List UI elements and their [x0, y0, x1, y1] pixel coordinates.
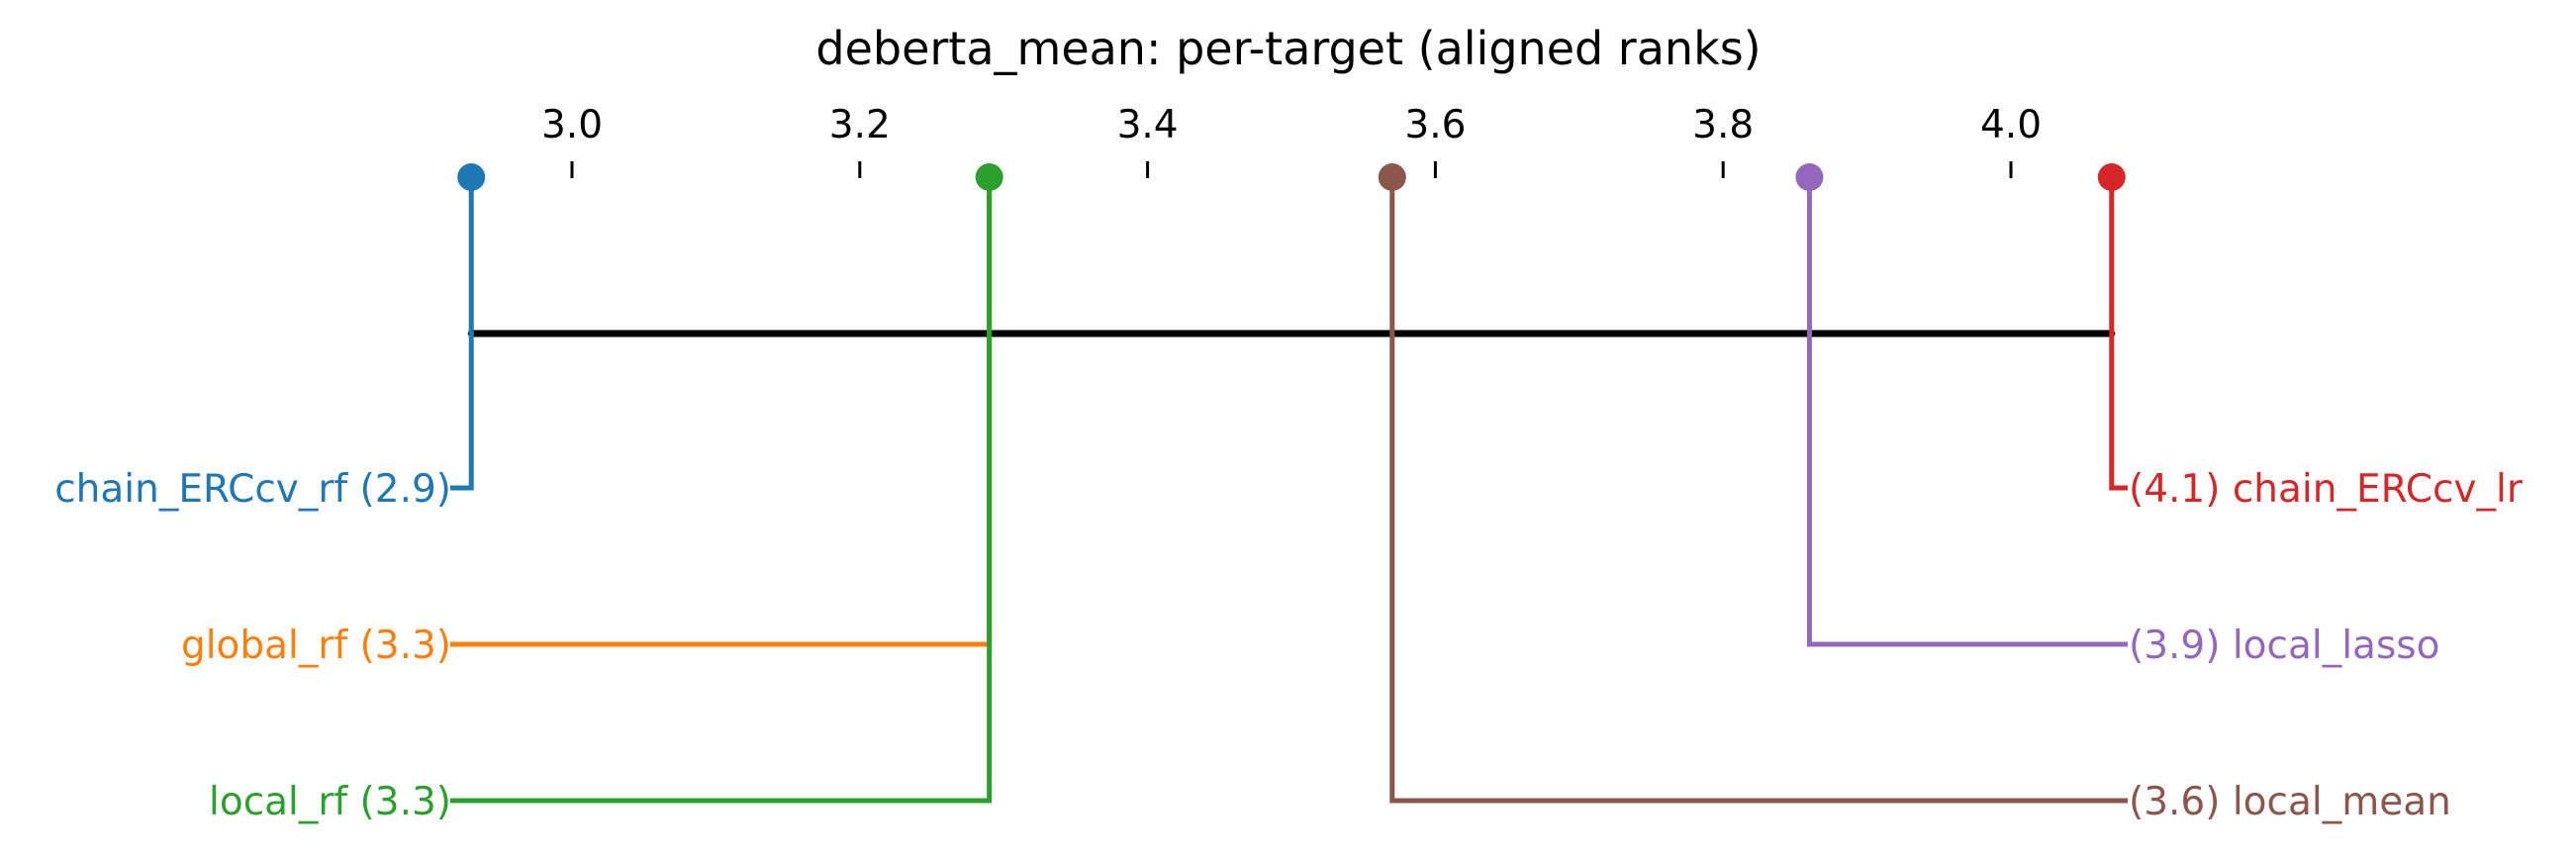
- method-label-chain-ERCcv-lr: (4.1) chain_ERCcv_lr: [2129, 467, 2524, 512]
- connector-local-rf: [450, 177, 993, 804]
- method-label-global-rf: global_rf (3.3): [181, 623, 451, 668]
- connector-local-mean: [1389, 177, 2128, 804]
- method-label-chain-ERCcv-rf: chain_ERCcv_rf (2.9): [54, 467, 451, 512]
- axis-ticks: 3.0 3.2 3.4 3.6 3.8 4.0: [541, 103, 2042, 178]
- connector-global-rf: [450, 177, 993, 647]
- tick-label: 3.0: [541, 103, 603, 147]
- tick-label: 3.6: [1404, 103, 1466, 147]
- tick-label: 3.8: [1692, 103, 1754, 147]
- rank-marker-local-mean: [1378, 163, 1406, 191]
- method-label-local-lasso: (3.9) local_lasso: [2129, 623, 2439, 668]
- rank-marker-local-lasso: [1795, 163, 1824, 191]
- method-labels: chain_ERCcv_rf (2.9) global_rf (3.3) local…: [54, 467, 2524, 824]
- connector-chain-ERCcv-rf: [450, 177, 474, 491]
- rank-marker-chain-ERCcv-lr: [2097, 163, 2126, 191]
- rank-marker-local-rf: [975, 163, 1003, 191]
- connector-chain-ERCcv-lr: [2109, 177, 2128, 491]
- method-connectors: [450, 177, 2128, 804]
- connector-local-lasso: [1806, 177, 2128, 647]
- rank-marker-chain-ERCcv-rf: [457, 163, 486, 191]
- method-label-local-rf: local_rf (3.3): [209, 780, 451, 824]
- rank-markers: [457, 163, 2126, 191]
- tick-label: 4.0: [1980, 103, 2042, 147]
- tick-label: 3.4: [1117, 103, 1179, 147]
- method-label-local-mean: (3.6) local_mean: [2129, 780, 2451, 824]
- chart-title: deberta_mean: per-target (aligned ranks): [815, 22, 1761, 75]
- tick-label: 3.2: [829, 103, 891, 147]
